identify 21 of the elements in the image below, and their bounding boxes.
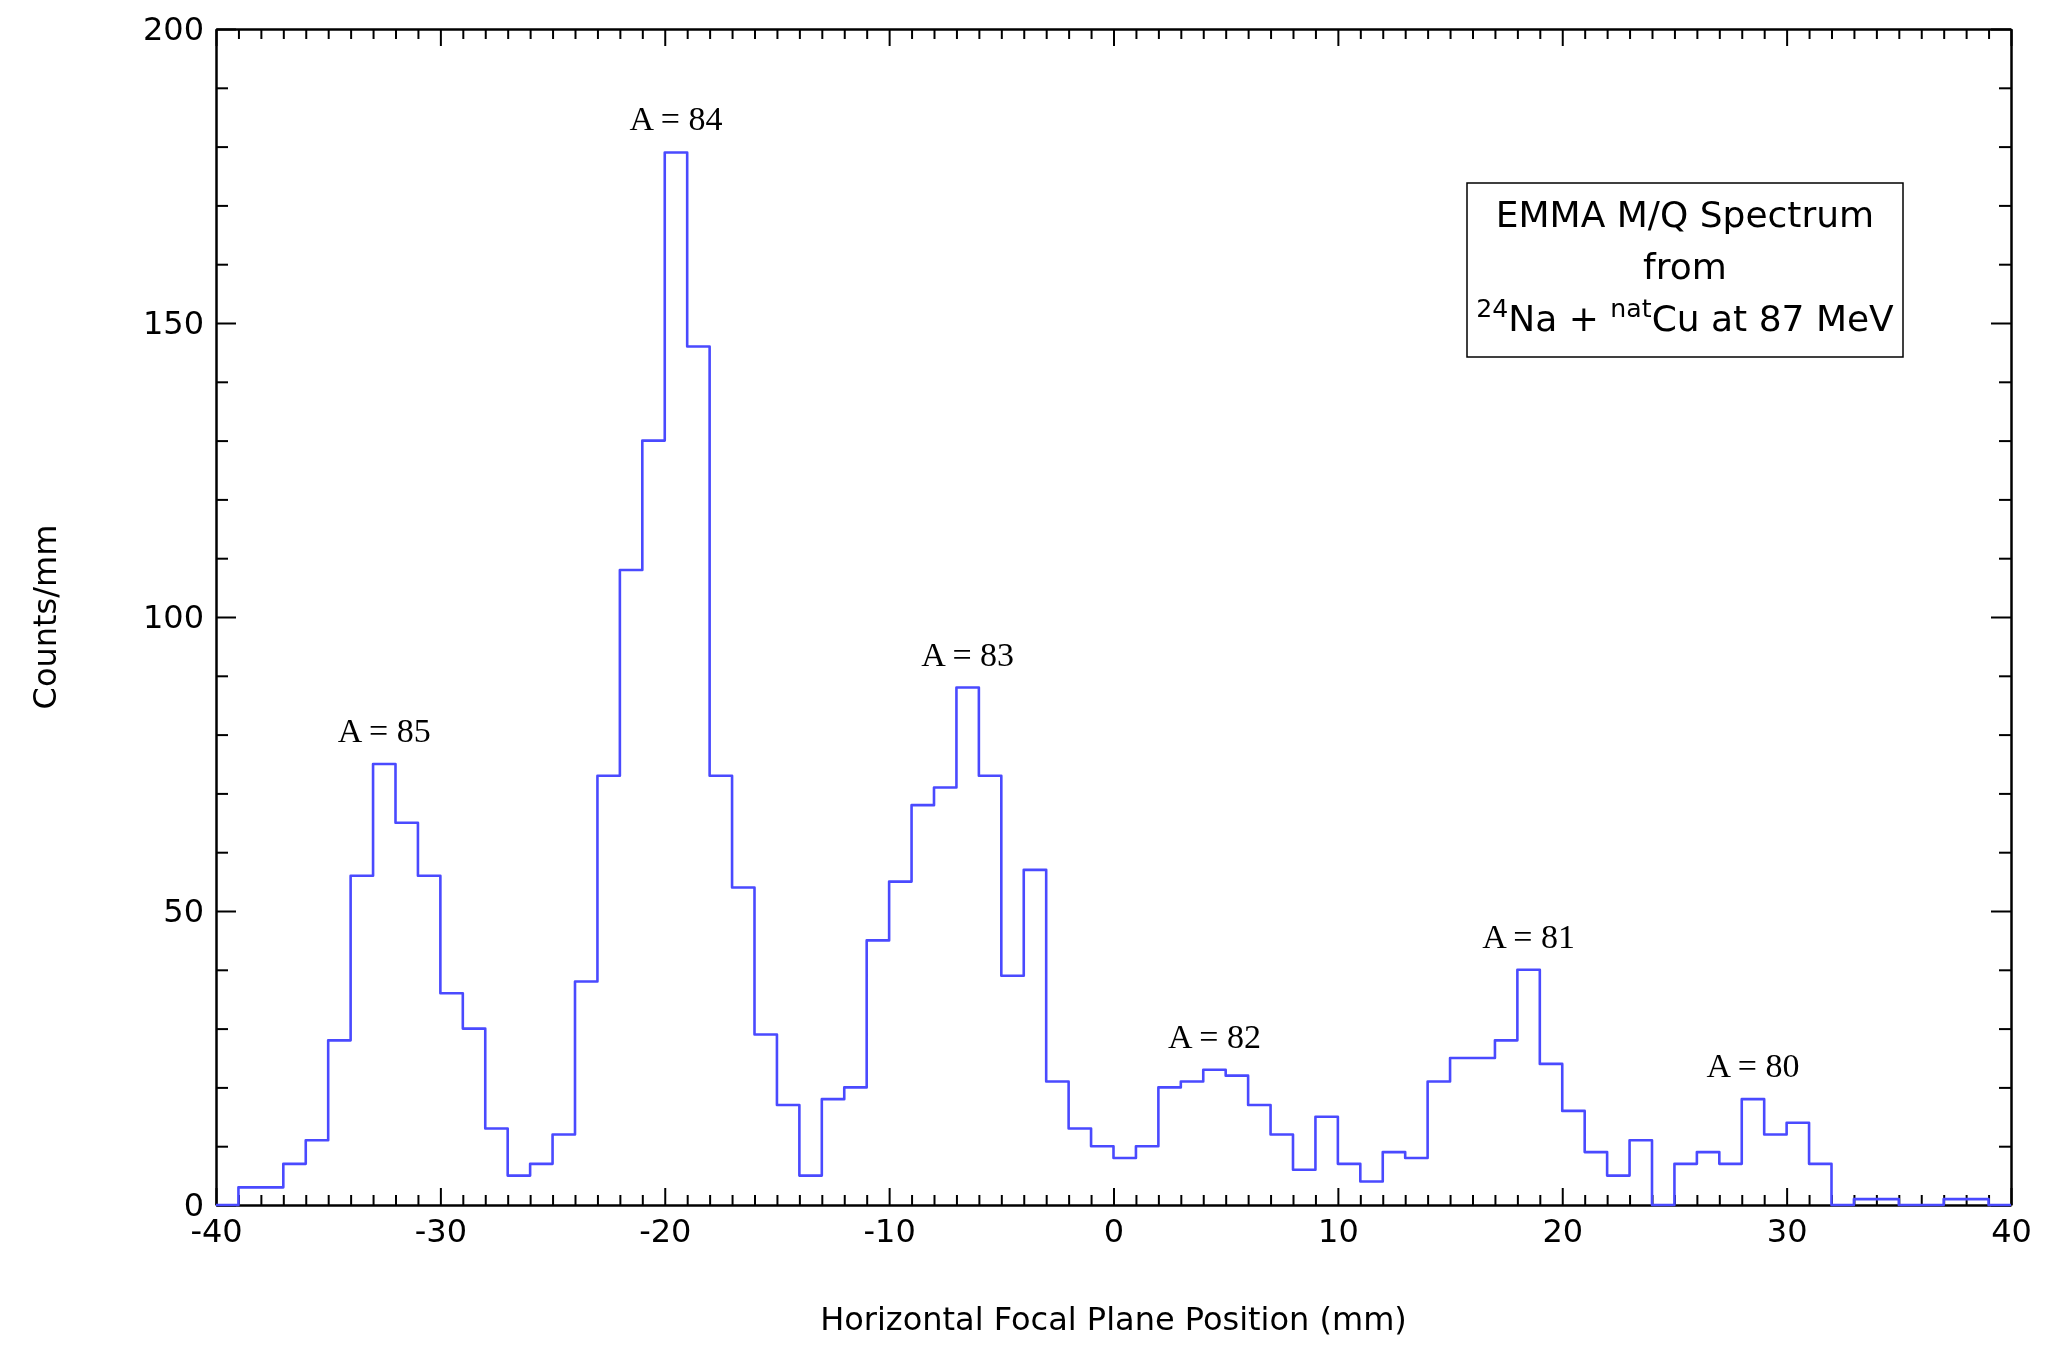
x-tick-label: 40 (1991, 1211, 2032, 1250)
y-tick-label: 200 (142, 9, 204, 48)
y-tick-label: 50 (163, 891, 204, 930)
y-axis-title: Counts/mm (26, 524, 64, 710)
x-tick-label: 30 (1766, 1211, 1808, 1250)
annotation: A = 85 (337, 712, 431, 749)
text: EMMA M/Q Spectrum from $^{24}$Na + $^{nat}$Cu at 87 MeV (1476, 194, 1894, 339)
y-tick-label: 150 (142, 303, 204, 342)
annotation: A = 83 (921, 635, 1015, 673)
y-tick-label: 100 (142, 597, 204, 636)
x-tick-label: -20 (639, 1211, 692, 1250)
x-tick-label: -30 (414, 1211, 468, 1250)
x-tick-label: -10 (863, 1211, 916, 1250)
x-axis-title: Horizontal Focal Plane Position (mm) (820, 1300, 1407, 1338)
x-tick-label: 20 (1542, 1211, 1584, 1250)
annotation: A = 81 (1482, 917, 1576, 955)
annotation: A = 80 (1706, 1047, 1800, 1085)
x-tick-label: 0 (1103, 1211, 1125, 1250)
x-tick-label: 10 (1318, 1211, 1359, 1250)
annotation: A = 82 (1168, 1017, 1261, 1055)
annotation: A = 84 (629, 100, 723, 138)
